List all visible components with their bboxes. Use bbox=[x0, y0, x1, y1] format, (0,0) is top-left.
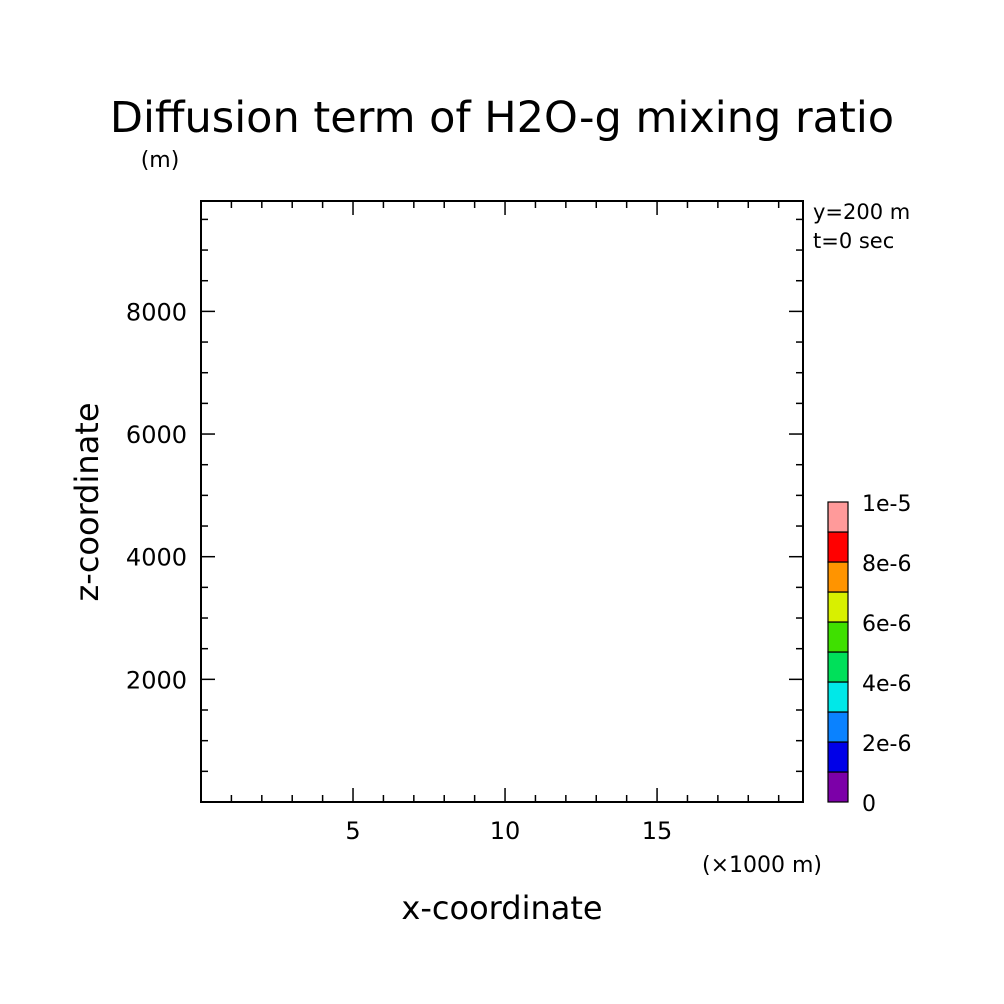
colorbar-label: 2e-6 bbox=[862, 732, 911, 757]
annotation-y: y=200 m bbox=[813, 200, 910, 224]
y-tick-labels: 2000 4000 6000 8000 bbox=[126, 298, 187, 694]
colorbar-swatch bbox=[827, 501, 849, 533]
colorbar-label: 6e-6 bbox=[862, 612, 911, 637]
y-axis-label: z-coordinate bbox=[68, 402, 106, 601]
z-unit-label: (m) bbox=[141, 148, 180, 173]
colorbar-swatch bbox=[827, 591, 849, 623]
x-axis-ticks bbox=[230, 201, 780, 802]
x-unit-label: (×1000 m) bbox=[702, 853, 822, 878]
x-tick-labels: 5 10 15 bbox=[345, 817, 672, 845]
colorbar-swatch bbox=[827, 681, 849, 713]
colorbar-swatch bbox=[827, 771, 849, 803]
chart-title: Diffusion term of H2O-g mixing ratio bbox=[110, 93, 894, 143]
colorbar-swatch bbox=[827, 561, 849, 593]
colorbar: 0 2e-6 4e-6 6e-6 8e-6 1e-5 bbox=[827, 492, 911, 817]
x-tick-label: 10 bbox=[490, 817, 521, 845]
annotation-t: t=0 sec bbox=[813, 229, 894, 253]
y-tick-label: 2000 bbox=[126, 666, 187, 694]
colorbar-swatch bbox=[827, 741, 849, 773]
colorbar-label: 1e-5 bbox=[862, 492, 911, 517]
colorbar-label: 4e-6 bbox=[862, 672, 911, 697]
y-axis-ticks bbox=[201, 218, 803, 773]
y-tick-label: 4000 bbox=[126, 544, 187, 572]
colorbar-swatch bbox=[827, 621, 849, 653]
colorbar-label: 0 bbox=[862, 792, 876, 817]
x-tick-label: 5 bbox=[345, 817, 360, 845]
y-tick-label: 6000 bbox=[126, 421, 187, 449]
colorbar-swatch bbox=[827, 711, 849, 743]
colorbar-swatch bbox=[827, 531, 849, 563]
y-tick-label: 8000 bbox=[126, 298, 187, 326]
x-tick-label: 15 bbox=[642, 817, 673, 845]
x-axis-label: x-coordinate bbox=[401, 889, 602, 927]
colorbar-label: 8e-6 bbox=[862, 552, 911, 577]
colorbar-swatch bbox=[827, 651, 849, 683]
plot-area bbox=[200, 200, 804, 803]
